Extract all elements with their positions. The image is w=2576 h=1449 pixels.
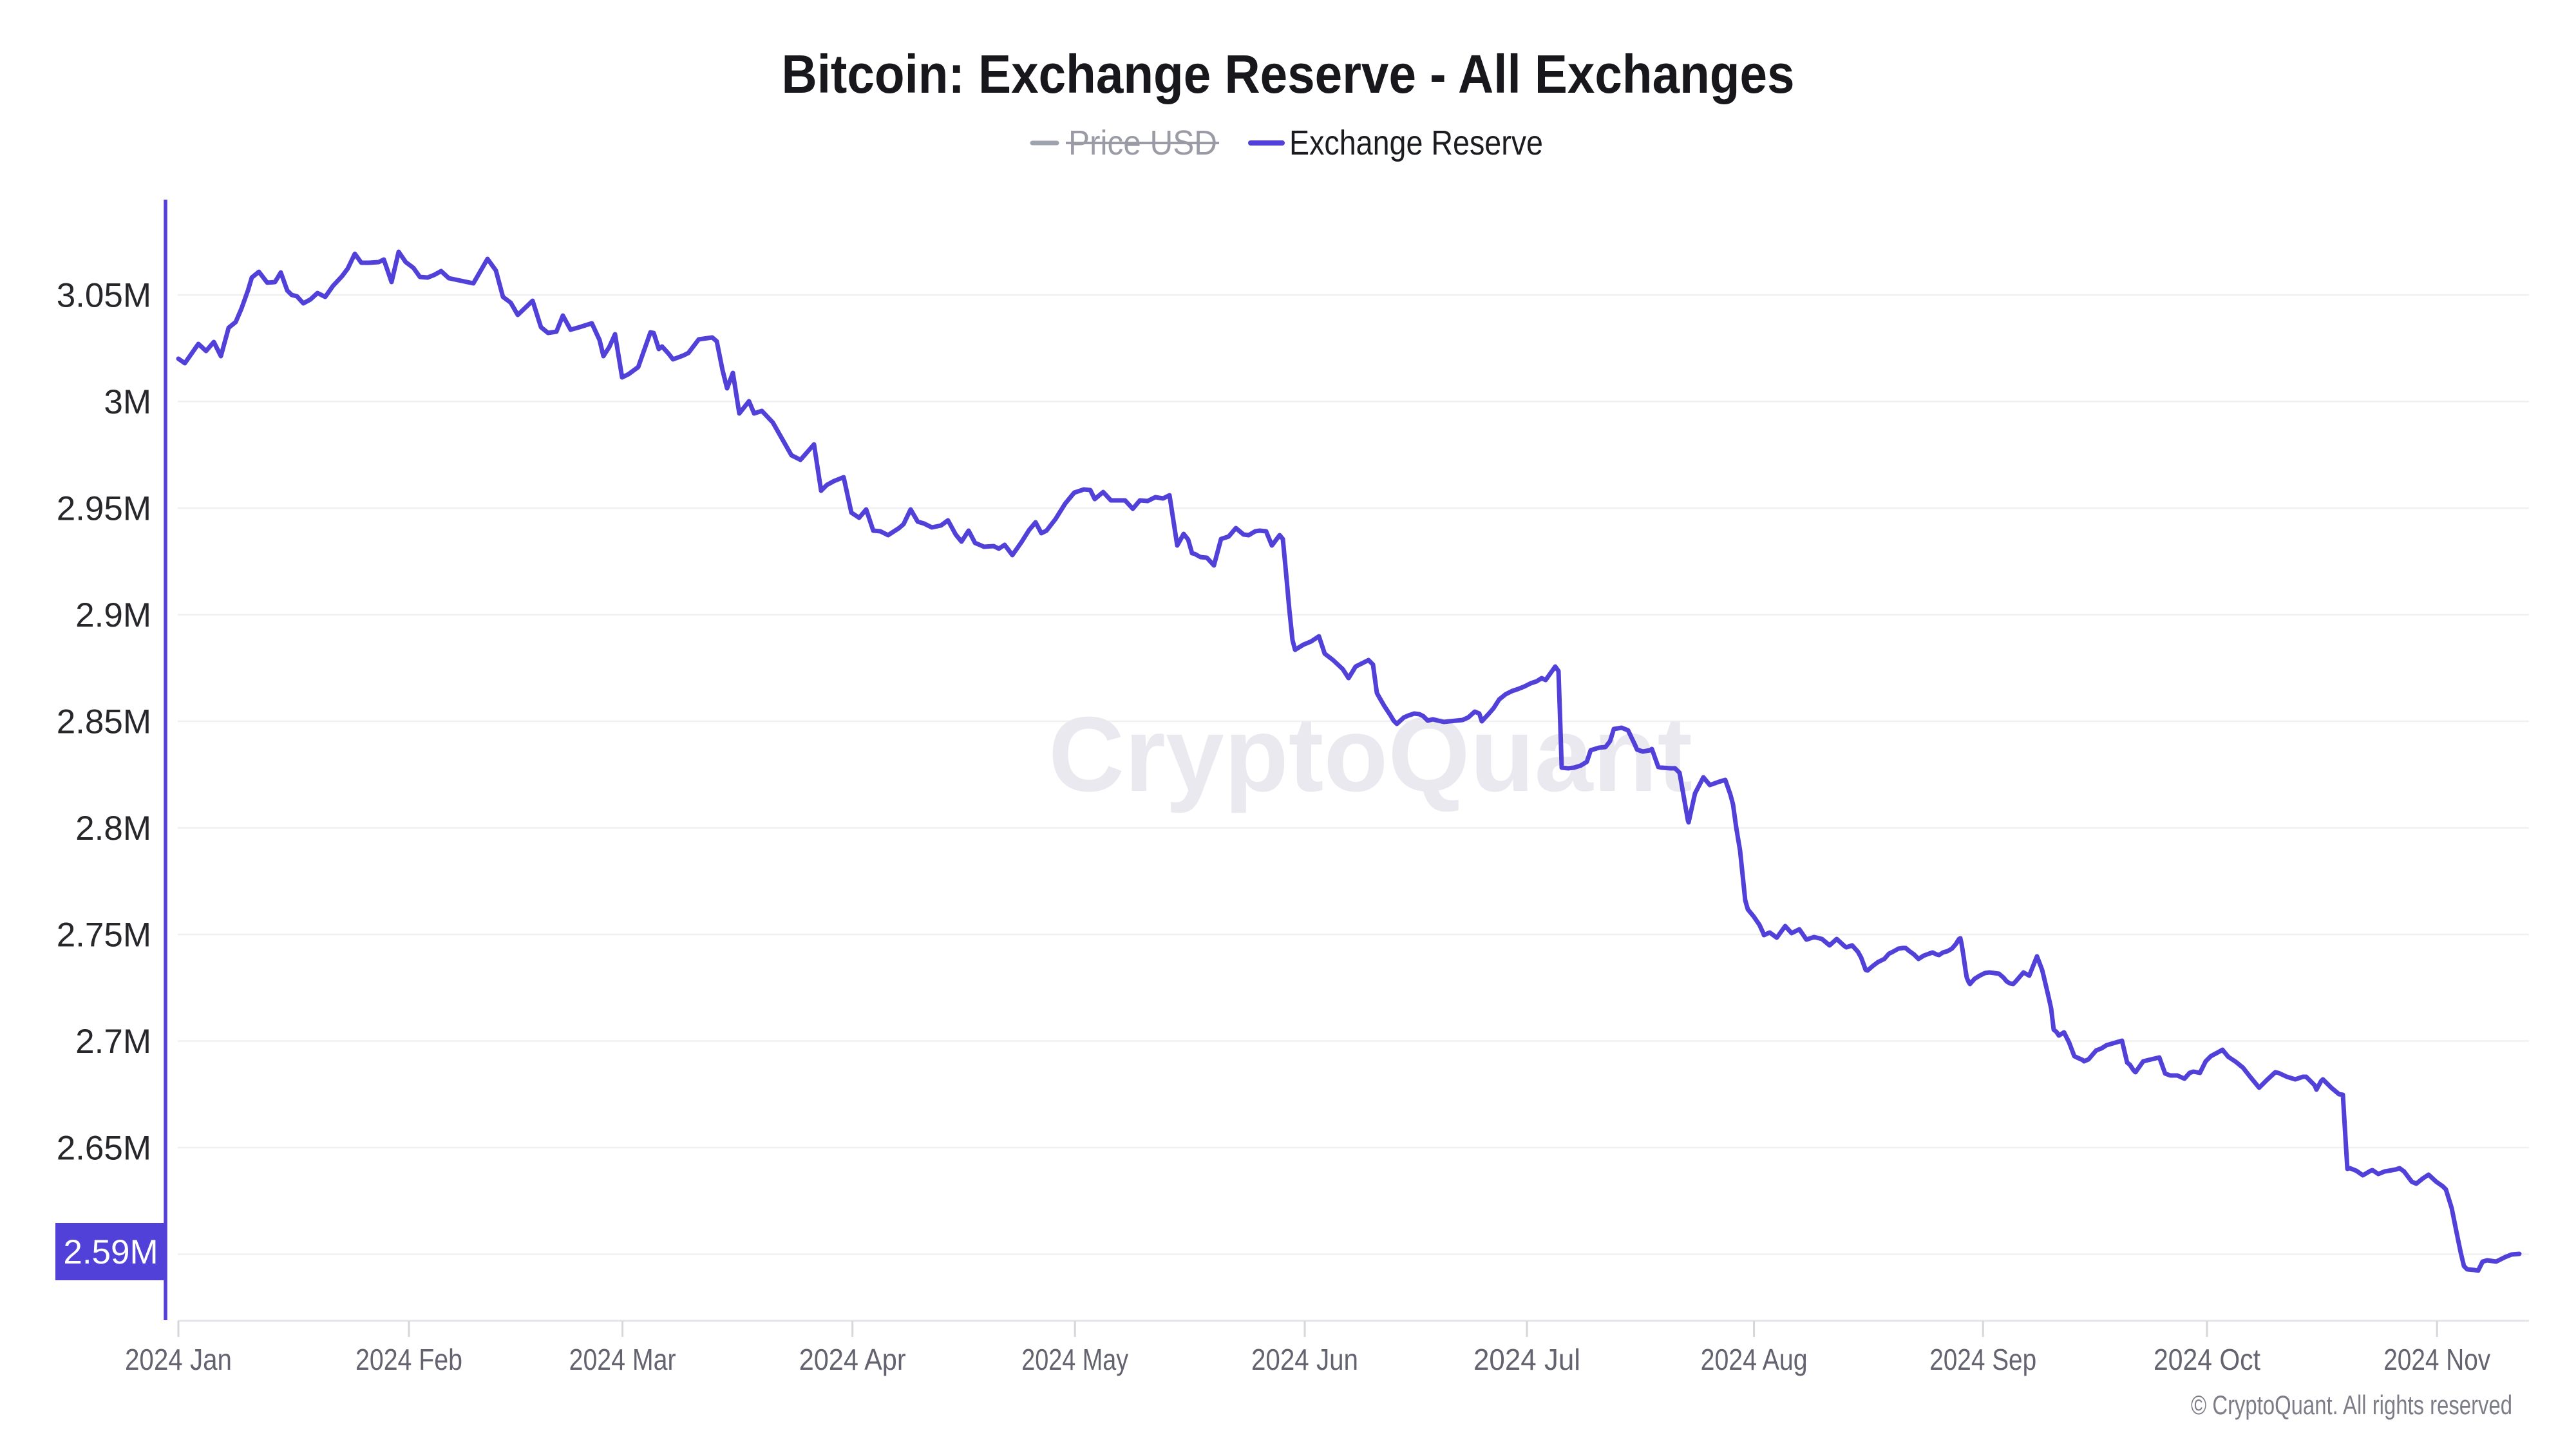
svg-text:2.65M: 2.65M xyxy=(57,1130,151,1168)
svg-text:2024 Feb: 2024 Feb xyxy=(355,1343,462,1376)
svg-text:2.95M: 2.95M xyxy=(57,490,151,528)
svg-text:2024 Jul: 2024 Jul xyxy=(1473,1343,1580,1376)
svg-text:2.7M: 2.7M xyxy=(75,1023,151,1061)
svg-text:2024 Nov: 2024 Nov xyxy=(2383,1343,2490,1376)
svg-text:3M: 3M xyxy=(104,383,151,421)
svg-text:2.75M: 2.75M xyxy=(57,916,151,954)
svg-text:CryptoQuant: CryptoQuant xyxy=(1048,695,1692,813)
svg-text:© CryptoQuant. All rights rese: © CryptoQuant. All rights reserved xyxy=(2191,1390,2512,1420)
svg-text:2.8M: 2.8M xyxy=(75,810,151,848)
svg-text:2024 Jan: 2024 Jan xyxy=(125,1343,232,1376)
svg-text:2024 Apr: 2024 Apr xyxy=(799,1343,906,1376)
svg-text:2.9M: 2.9M xyxy=(75,596,151,634)
svg-text:2024 Jun: 2024 Jun xyxy=(1251,1343,1358,1376)
svg-text:2024 Oct: 2024 Oct xyxy=(2154,1343,2260,1376)
svg-text:3.05M: 3.05M xyxy=(57,277,151,315)
svg-text:2.59M: 2.59M xyxy=(63,1233,158,1271)
svg-text:Exchange Reserve: Exchange Reserve xyxy=(1289,124,1543,162)
svg-text:2024 Sep: 2024 Sep xyxy=(1929,1343,2036,1376)
svg-text:2024 Mar: 2024 Mar xyxy=(569,1343,676,1376)
svg-text:Bitcoin: Exchange Reserve - Al: Bitcoin: Exchange Reserve - All Exchange… xyxy=(782,44,1795,104)
svg-text:2.85M: 2.85M xyxy=(57,703,151,741)
svg-text:2024 Aug: 2024 Aug xyxy=(1701,1343,1808,1376)
svg-text:2024 May: 2024 May xyxy=(1021,1343,1128,1376)
